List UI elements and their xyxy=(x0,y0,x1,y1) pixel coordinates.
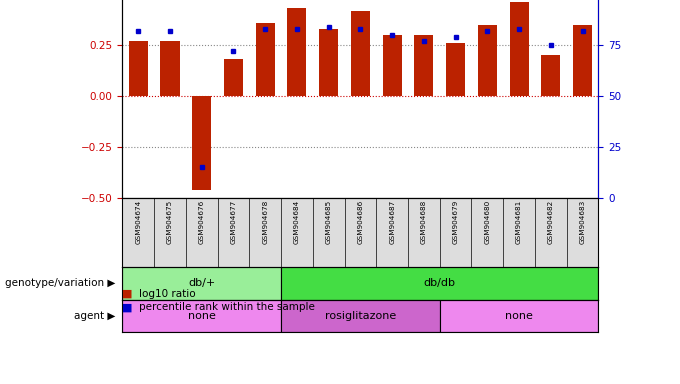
Text: GSM904684: GSM904684 xyxy=(294,200,300,244)
Text: ■: ■ xyxy=(122,302,133,312)
Text: ■: ■ xyxy=(122,289,133,299)
Bar xyxy=(440,300,598,332)
Text: GSM904681: GSM904681 xyxy=(516,200,522,244)
Bar xyxy=(160,41,180,96)
Bar xyxy=(319,29,338,96)
Text: GSM904683: GSM904683 xyxy=(579,200,585,244)
Text: GSM904678: GSM904678 xyxy=(262,200,268,244)
Text: db/db: db/db xyxy=(424,278,456,288)
Text: log10 ratio: log10 ratio xyxy=(139,289,196,299)
Text: db/+: db/+ xyxy=(188,278,216,288)
Text: GSM904679: GSM904679 xyxy=(453,200,458,244)
Bar xyxy=(256,23,275,96)
Text: genotype/variation ▶: genotype/variation ▶ xyxy=(5,278,116,288)
Bar xyxy=(281,300,440,332)
Bar xyxy=(129,41,148,96)
Bar xyxy=(288,8,307,96)
Bar xyxy=(478,25,497,96)
Text: none: none xyxy=(505,311,533,321)
Text: GSM904687: GSM904687 xyxy=(389,200,395,244)
Text: GSM904686: GSM904686 xyxy=(358,200,363,244)
Bar xyxy=(541,55,560,96)
Bar xyxy=(351,10,370,96)
Bar xyxy=(509,2,528,96)
Text: GSM904682: GSM904682 xyxy=(548,200,554,244)
Text: GSM904685: GSM904685 xyxy=(326,200,332,244)
Text: rosiglitazone: rosiglitazone xyxy=(325,311,396,321)
Text: agent ▶: agent ▶ xyxy=(74,311,116,321)
Text: GSM904677: GSM904677 xyxy=(231,200,237,244)
Bar xyxy=(224,60,243,96)
Bar xyxy=(122,267,281,300)
Bar xyxy=(281,267,598,300)
Bar xyxy=(414,35,433,96)
Text: GSM904680: GSM904680 xyxy=(484,200,490,244)
Text: GSM904675: GSM904675 xyxy=(167,200,173,244)
Bar xyxy=(122,300,281,332)
Text: none: none xyxy=(188,311,216,321)
Text: percentile rank within the sample: percentile rank within the sample xyxy=(139,302,316,312)
Text: GSM904676: GSM904676 xyxy=(199,200,205,244)
Bar xyxy=(383,35,402,96)
Text: GSM904688: GSM904688 xyxy=(421,200,427,244)
Bar xyxy=(446,43,465,96)
Text: GSM904674: GSM904674 xyxy=(135,200,141,244)
Bar xyxy=(192,96,211,190)
Bar xyxy=(573,25,592,96)
